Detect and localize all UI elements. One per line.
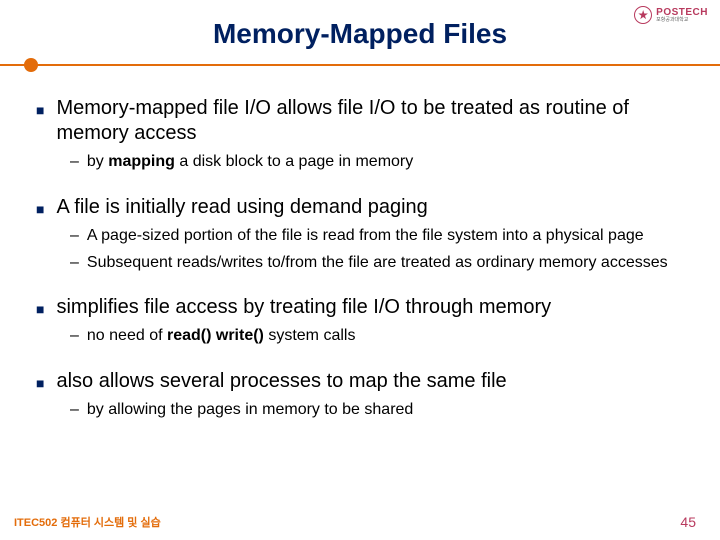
bullet-text: Memory-mapped file I/O allows file I/O t… <box>56 96 684 146</box>
square-bullet-icon: ■ <box>36 301 44 319</box>
divider-dot-icon <box>24 58 38 72</box>
dash-bullet-icon: – <box>70 400 79 421</box>
content-area: ■ Memory-mapped file I/O allows file I/O … <box>0 72 720 421</box>
square-bullet-icon: ■ <box>36 201 44 219</box>
square-bullet-icon: ■ <box>36 102 44 120</box>
footer-course-label: ITEC502 컴퓨터 시스템 및 실습 <box>14 514 161 530</box>
bullet-text: by mapping a disk block to a page in mem… <box>87 152 684 173</box>
bullet-text: A page-sized portion of the file is read… <box>87 226 684 247</box>
bullet-level1: ■ Memory-mapped file I/O allows file I/O … <box>36 96 684 146</box>
divider <box>0 58 720 72</box>
slide: POSTECH 포항공과대학교 Memory-Mapped Files ■Mem… <box>0 0 720 540</box>
title-bar: Memory-Mapped Files <box>0 0 720 50</box>
bullet-level1: ■ simplifies file access by treating file… <box>36 295 684 320</box>
divider-line <box>0 64 720 66</box>
dash-bullet-icon: – <box>70 152 79 173</box>
bullet-level1: ■ also allows several processes to map th… <box>36 369 684 394</box>
footer: ITEC502 컴퓨터 시스템 및 실습 45 <box>0 514 720 530</box>
dash-bullet-icon: – <box>70 253 79 274</box>
bullet-text: simplifies file access by treating file … <box>56 295 684 320</box>
slide-title: Memory-Mapped Files <box>213 18 507 50</box>
dash-bullet-icon: – <box>70 226 79 247</box>
bullet-level1: ■ A file is initially read using demand p… <box>36 195 684 220</box>
bullet-level2: –A page-sized portion of the file is rea… <box>70 226 684 247</box>
dash-bullet-icon: – <box>70 326 79 347</box>
bullet-text: Subsequent reads/writes to/from the file… <box>87 253 684 274</box>
bullet-text: A file is initially read using demand pa… <box>56 195 684 220</box>
bullet-level2: –no need of read() write() system calls <box>70 326 684 347</box>
bullet-level2: –Subsequent reads/writes to/from the fil… <box>70 253 684 274</box>
bullet-text: no need of read() write() system calls <box>87 326 684 347</box>
page-number: 45 <box>680 514 696 530</box>
bullet-text: also allows several processes to map the… <box>56 369 684 394</box>
bullet-level2: –by allowing the pages in memory to be s… <box>70 400 684 421</box>
square-bullet-icon: ■ <box>36 375 44 393</box>
bullet-level2: –by mapping a disk block to a page in me… <box>70 152 684 173</box>
bullet-text: by allowing the pages in memory to be sh… <box>87 400 684 421</box>
